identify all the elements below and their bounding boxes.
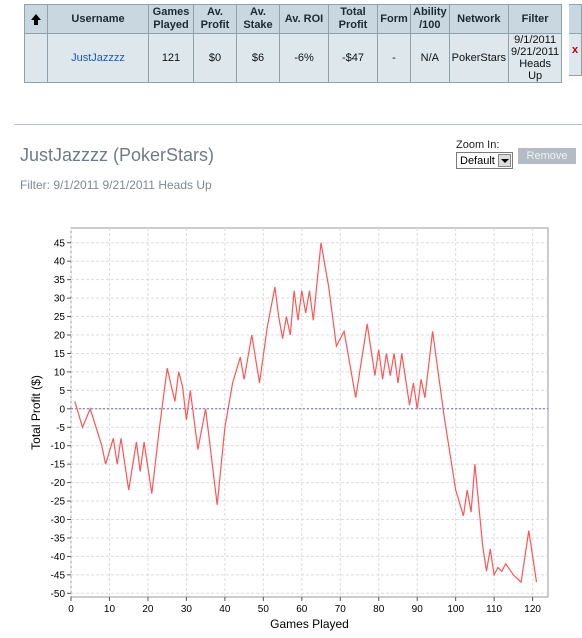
x-tick-label: 100 — [447, 604, 464, 615]
x-tick-label: 110 — [486, 604, 502, 615]
total-profit-value: -$47 — [328, 33, 378, 83]
table-row: JustJazzzz 121 $0 $6 -6% -$47 - N/A Poke… — [24, 33, 563, 83]
x-tick-label: 80 — [373, 604, 385, 615]
filter-value: 9/1/2011 9/21/2011 Heads Up — [508, 33, 563, 83]
profit-series-line — [74, 242, 538, 584]
results-table: Username Games Played Av. Profit Av. Sta… — [24, 4, 563, 83]
y-tick-label: 25 — [54, 312, 66, 323]
sort-column-header[interactable] — [24, 4, 48, 34]
header-ability[interactable]: Ability /100 — [410, 4, 450, 34]
y-tick-label: -45 — [51, 570, 66, 581]
zoom-select-value: Default — [460, 155, 495, 167]
header-network[interactable]: Network — [448, 4, 510, 34]
y-tick-label: -20 — [51, 478, 66, 489]
y-tick-label: 20 — [54, 331, 66, 342]
player-title: JustJazzzz (PokerStars) — [20, 145, 215, 165]
remove-column-header — [569, 5, 581, 34]
sort-cell — [24, 33, 48, 83]
x-tick-label: 40 — [219, 604, 231, 615]
username-link[interactable]: JustJazzzz — [71, 52, 125, 64]
y-tick-label: 5 — [59, 386, 65, 397]
header-av-roi[interactable]: Av. ROI — [279, 4, 329, 34]
x-tick-label: 0 — [68, 604, 74, 615]
y-tick-label: -35 — [51, 533, 66, 544]
x-tick-label: 10 — [104, 604, 116, 615]
y-tick-label: 0 — [59, 404, 65, 415]
x-tick-label: 90 — [412, 604, 424, 615]
av-stake-value: $6 — [236, 33, 280, 83]
x-tick-label: 30 — [181, 604, 193, 615]
y-tick-label: -30 — [51, 515, 66, 526]
y-tick-label: -40 — [51, 552, 66, 563]
x-axis-title: Games Played — [270, 617, 349, 631]
zoom-select[interactable]: Default — [456, 152, 513, 169]
header-form[interactable]: Form — [377, 4, 411, 34]
y-tick-label: 15 — [54, 349, 66, 360]
remove-button[interactable]: Remove — [518, 148, 576, 164]
y-tick-label: 30 — [54, 294, 66, 305]
x-tick-label: 50 — [258, 604, 270, 615]
x-tick-label: 120 — [524, 604, 541, 615]
y-axis-title: Total Profit ($) — [29, 375, 43, 450]
section-divider — [14, 124, 582, 125]
ability-value: N/A — [410, 33, 450, 83]
filter-game-type: Heads Up — [519, 58, 551, 82]
header-games-played[interactable]: Games Played — [148, 4, 194, 34]
plot-area — [70, 227, 549, 598]
filter-end-date: 9/21/2011 — [511, 46, 560, 58]
y-tick-label: -25 — [51, 497, 66, 508]
x-tick-label: 20 — [142, 604, 154, 615]
y-tick-label: 35 — [54, 275, 66, 286]
y-tick-label: 10 — [54, 367, 66, 378]
y-tick-label: 40 — [54, 257, 66, 268]
av-roi-value: -6% — [279, 33, 329, 83]
sort-up-arrow-icon[interactable] — [31, 13, 41, 25]
chevron-down-icon[interactable] — [498, 154, 511, 167]
header-username[interactable]: Username — [47, 4, 149, 34]
remove-row-x-icon[interactable]: x — [571, 44, 579, 56]
filter-description: Filter: 9/1/2011 9/21/2011 Heads Up — [20, 178, 212, 192]
x-tick-label: 60 — [296, 604, 308, 615]
form-value: - — [377, 33, 411, 83]
header-filter[interactable]: Filter — [508, 4, 563, 34]
y-tick-label: -5 — [56, 423, 65, 434]
username-cell: JustJazzzz — [47, 33, 149, 83]
y-tick-label: -10 — [51, 441, 66, 452]
y-tick-label: 45 — [54, 238, 66, 249]
filter-start-date: 9/1/2011 — [514, 34, 557, 46]
table-header-row: Username Games Played Av. Profit Av. Sta… — [24, 4, 563, 34]
y-tick-label: -50 — [51, 589, 66, 600]
y-tick-label: -15 — [51, 460, 66, 471]
x-tick-label: 70 — [335, 604, 347, 615]
zoom-label: Zoom In: — [456, 139, 500, 151]
network-value: PokerStars — [448, 33, 510, 83]
